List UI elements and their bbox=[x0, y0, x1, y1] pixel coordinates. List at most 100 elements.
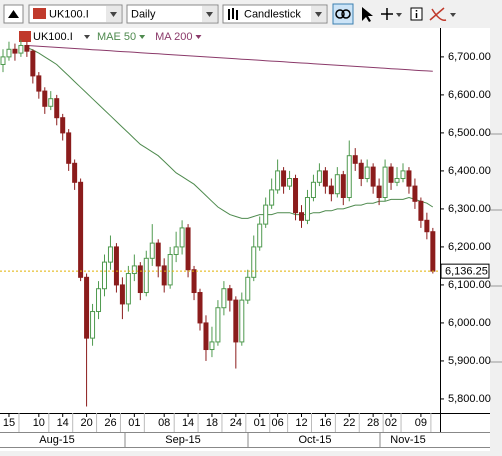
candle-body bbox=[72, 162, 78, 183]
candle-body bbox=[293, 178, 299, 214]
candle-body bbox=[424, 219, 430, 233]
candle-body bbox=[173, 246, 179, 256]
y-tick-label: 6,000.00 bbox=[448, 317, 491, 329]
legend-symbol: UK100.I bbox=[33, 31, 73, 43]
candle-body bbox=[358, 162, 364, 180]
candle-body bbox=[352, 155, 358, 164]
candle-body bbox=[310, 181, 316, 199]
y-tick-label: 6,500.00 bbox=[448, 127, 491, 139]
candle-body bbox=[364, 166, 370, 180]
dropdown-arrow bbox=[396, 13, 402, 17]
y-tick-label: 6,200.00 bbox=[448, 241, 491, 253]
link-icon bbox=[335, 9, 345, 19]
symbol-select[interactable] bbox=[28, 4, 123, 24]
y-tick-label: 5,900.00 bbox=[448, 355, 491, 367]
candle-body bbox=[281, 170, 287, 187]
draw-button[interactable] bbox=[429, 7, 447, 22]
x-tick-label: 06 bbox=[271, 417, 283, 429]
candle-body bbox=[149, 242, 155, 259]
x-tick-label: 26 bbox=[104, 417, 116, 429]
legend-arrow bbox=[195, 35, 202, 39]
candle-body bbox=[322, 170, 328, 187]
y-tick-label: 5,800.00 bbox=[448, 393, 491, 405]
x-tick-label: 12 bbox=[295, 417, 307, 429]
candle-body bbox=[0, 56, 6, 65]
last-price-label: 6,136.25 bbox=[445, 266, 488, 278]
y-tick-label: 6,300.00 bbox=[448, 203, 491, 215]
candle-body bbox=[394, 178, 400, 183]
candle-body bbox=[209, 341, 215, 351]
cursor-button[interactable] bbox=[362, 7, 373, 22]
link-icon bbox=[341, 9, 351, 19]
x-tick-label: 09 bbox=[415, 417, 427, 429]
crosshair-button[interactable] bbox=[381, 8, 393, 20]
legend-arrow bbox=[84, 35, 90, 39]
x-tick-label: 15 bbox=[3, 417, 15, 429]
candle-body bbox=[90, 311, 96, 339]
candle-body bbox=[328, 185, 334, 195]
candle-body bbox=[221, 288, 227, 309]
candle-body bbox=[107, 246, 113, 263]
candle-body bbox=[203, 322, 209, 351]
candle-body bbox=[376, 185, 382, 199]
candle-body bbox=[304, 197, 310, 221]
candle-body bbox=[287, 178, 293, 187]
month-label: Nov-15 bbox=[390, 434, 425, 446]
style-select[interactable] bbox=[222, 4, 328, 24]
candle-body bbox=[406, 170, 412, 187]
legend-entry: MAE 50 bbox=[97, 31, 136, 43]
chart-background bbox=[0, 28, 490, 451]
candle-body bbox=[12, 48, 18, 54]
period-select[interactable] bbox=[126, 4, 219, 24]
candle-body bbox=[334, 174, 340, 195]
candle-body bbox=[113, 246, 119, 286]
dropdown-arrow bbox=[315, 12, 322, 17]
candle-body bbox=[346, 155, 352, 199]
candle-body bbox=[36, 75, 42, 92]
candle-body bbox=[299, 212, 304, 221]
x-tick-label: 01 bbox=[254, 417, 266, 429]
candle-body bbox=[233, 299, 239, 343]
candle-body bbox=[167, 254, 173, 286]
candle-body bbox=[382, 166, 388, 199]
candle-body bbox=[42, 90, 48, 107]
month-label: Oct-15 bbox=[298, 434, 331, 446]
x-tick-label: 22 bbox=[343, 417, 355, 429]
candle-body bbox=[227, 288, 233, 301]
style-text: Candlestick bbox=[244, 8, 301, 20]
candle-body bbox=[185, 227, 191, 271]
candle-body bbox=[197, 292, 203, 324]
x-tick-label: 14 bbox=[182, 417, 194, 429]
candle-body bbox=[54, 98, 60, 119]
candle-body bbox=[137, 265, 143, 294]
month-label: Sep-15 bbox=[165, 434, 200, 446]
candle-body bbox=[155, 242, 161, 267]
dropdown-arrow bbox=[110, 12, 117, 17]
candle-body bbox=[6, 48, 12, 58]
candle-body bbox=[316, 170, 322, 183]
x-tick-label: 20 bbox=[80, 417, 92, 429]
link-button[interactable] bbox=[332, 3, 354, 25]
x-tick-label: 08 bbox=[158, 417, 170, 429]
legend-symbol-icon bbox=[19, 31, 31, 42]
up-arrow-icon bbox=[8, 10, 19, 18]
candle-body bbox=[245, 276, 251, 301]
candle-body bbox=[125, 273, 131, 305]
candle-body bbox=[48, 98, 54, 107]
x-tick-label: 24 bbox=[230, 417, 242, 429]
candle-body bbox=[263, 204, 269, 225]
candle-body bbox=[60, 117, 66, 134]
candle-body bbox=[161, 265, 167, 286]
x-tick-label: 10 bbox=[33, 417, 45, 429]
y-tick-label: 6,700.00 bbox=[448, 51, 491, 63]
y-tick-label: 6,100.00 bbox=[448, 279, 491, 291]
x-tick-label: 16 bbox=[319, 417, 331, 429]
ma-line bbox=[26, 45, 433, 72]
candle-body bbox=[66, 132, 72, 164]
candle-body bbox=[412, 185, 418, 202]
candle-body bbox=[275, 170, 281, 191]
last-price-box bbox=[440, 263, 490, 279]
candle-body bbox=[340, 174, 346, 199]
symbol-text: UK100.I bbox=[49, 8, 89, 20]
